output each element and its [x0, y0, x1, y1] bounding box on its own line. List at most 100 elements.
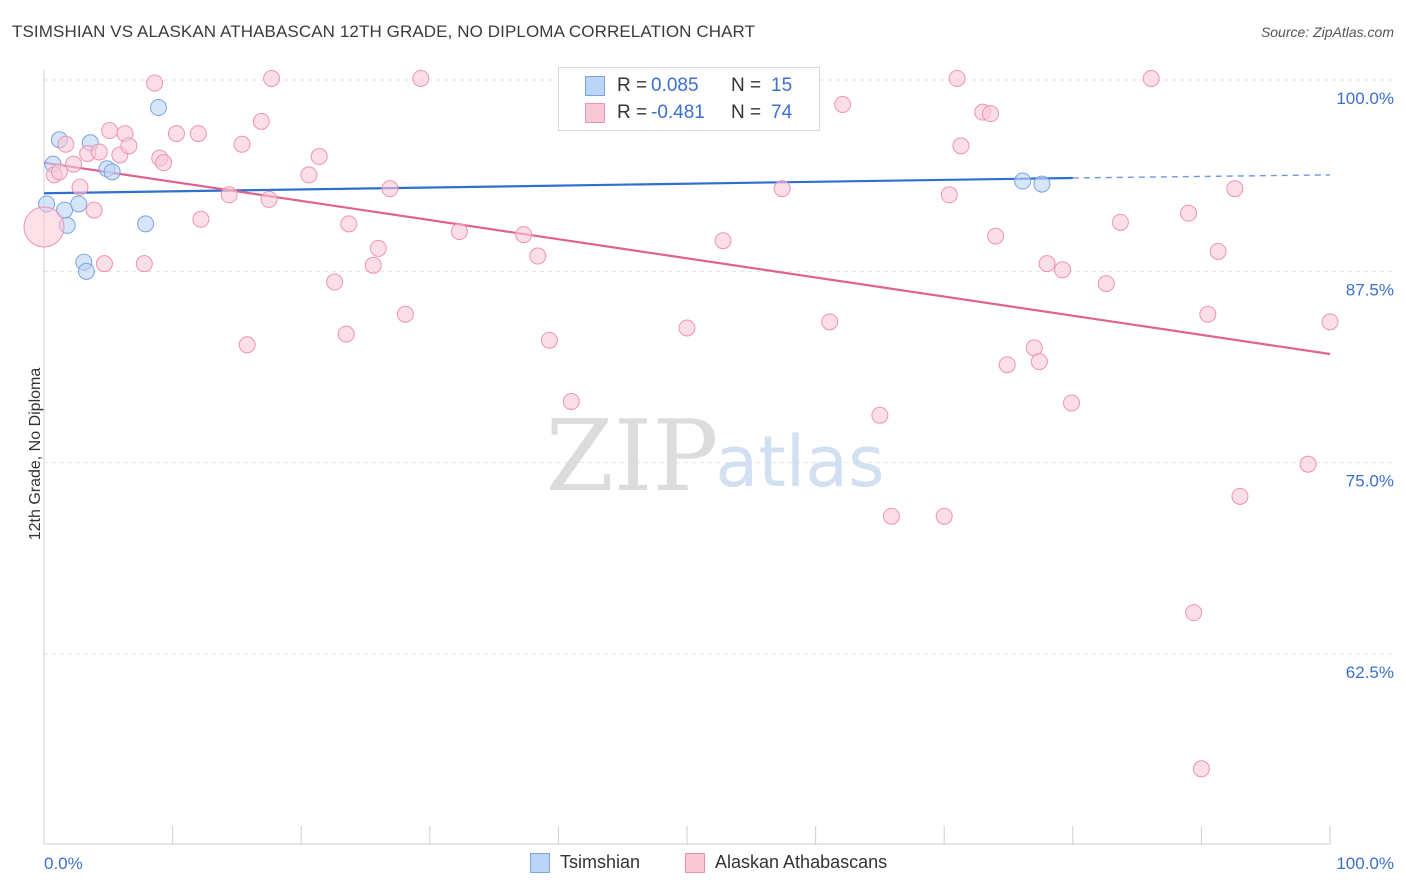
- watermark-zip: ZIP: [546, 400, 719, 514]
- trend-lines: [43, 161, 1331, 356]
- athabascan-point: [1054, 261, 1072, 279]
- athabascan-point: [450, 223, 468, 241]
- athabascan-point: [821, 313, 839, 331]
- tsimshian-point: [103, 163, 121, 181]
- legend-r-label: R =: [617, 102, 648, 123]
- tsimshian-point: [1033, 175, 1051, 193]
- athabascan-point: [882, 507, 900, 525]
- athabascan-point: [155, 154, 173, 172]
- athabascan-point: [773, 180, 791, 198]
- series-alaskan-athabascans: [23, 69, 1339, 778]
- athabascan-point: [678, 319, 696, 337]
- athabascan-point: [135, 255, 153, 273]
- athabascan-point: [714, 232, 732, 250]
- tick-labels: 100.0% 87.5% 75.0% 62.5% 0.0% 100.0%: [44, 89, 1394, 873]
- athabascan-point: [364, 256, 382, 274]
- tsimshian-point: [1014, 172, 1032, 190]
- athabascan-point: [871, 406, 889, 424]
- athabascan-point: [120, 137, 138, 155]
- y-tick-label: 100.0%: [1336, 89, 1394, 108]
- gridlines: [44, 79, 1394, 655]
- tsimshian-point: [77, 262, 95, 280]
- trend-line-alaskan-athabascans: [43, 161, 1331, 356]
- bottom-legend-label-alaskan-athabascans: Alaskan Athabascans: [715, 852, 888, 872]
- athabascan-point: [1226, 180, 1244, 198]
- tsimshian-point: [70, 195, 88, 213]
- athabascan-point: [1142, 69, 1160, 87]
- athabascan-point: [233, 135, 251, 153]
- points-layer: [23, 69, 1339, 778]
- athabascan-point: [167, 125, 185, 143]
- y-axis-label: 12th Grade, No Diploma: [27, 367, 44, 541]
- legend-r-value: -0.481: [651, 102, 705, 123]
- athabascan-point: [1199, 305, 1217, 323]
- legend-swatch-alaskan-athabascans: [585, 103, 605, 123]
- athabascan-point: [935, 507, 953, 525]
- legend-swatch-tsimshian: [585, 76, 605, 96]
- athabascan-point: [834, 95, 852, 113]
- athabascan-point: [50, 163, 68, 181]
- source-label: Source: ZipAtlas.com: [1260, 24, 1394, 40]
- athabascan-point: [1063, 394, 1081, 412]
- athabascan-point: [146, 74, 164, 92]
- athabascan-point: [90, 143, 108, 161]
- x-tick-label: 100.0%: [1336, 854, 1394, 873]
- athabascan-point: [326, 273, 344, 291]
- athabascan-point: [101, 122, 119, 140]
- athabascan-point: [987, 227, 1005, 245]
- athabascan-point: [263, 69, 281, 87]
- athabascan-point: [192, 210, 210, 228]
- athabascan-point: [1180, 204, 1198, 222]
- legend-row-alaskan-athabascans: R = -0.481 N = 74: [585, 100, 792, 126]
- athabascan-point: [1097, 275, 1115, 293]
- athabascan-point: [1299, 455, 1317, 473]
- bottom-legend-alaskan-athabascans: Alaskan Athabascans: [685, 852, 887, 873]
- athabascan-point: [952, 137, 970, 155]
- chart-title: TSIMSHIAN VS ALASKAN ATHABASCAN 12TH GRA…: [12, 22, 756, 41]
- legend-r-value: 0.085: [651, 75, 699, 96]
- y-tick-label: 62.5%: [1346, 663, 1394, 682]
- athabascan-point: [369, 239, 387, 257]
- athabascan-point: [310, 148, 328, 166]
- watermark-atlas: atlas: [715, 421, 884, 503]
- athabascan-point: [515, 226, 533, 244]
- tsimshian-point: [149, 99, 167, 117]
- tsimshian-point: [137, 215, 155, 233]
- athabascan-point: [1185, 604, 1203, 622]
- legend-row-tsimshian: R = 0.085 N = 15: [585, 73, 792, 99]
- athabascan-point: [412, 69, 430, 87]
- legend-n-value: 15: [771, 75, 793, 96]
- stats-legend: R = 0.085 N = 15 R = -0.481 N = 74: [558, 67, 820, 131]
- x-tick-label: 0.0%: [44, 854, 83, 873]
- athabascan-point: [1111, 213, 1129, 231]
- athabascan-point: [396, 305, 414, 323]
- bottom-legend-swatch-tsimshian: [530, 852, 550, 873]
- trend-line-tsimshian-extension: [1072, 174, 1331, 179]
- athabascan-point: [1038, 255, 1056, 273]
- athabascan-point: [300, 166, 318, 184]
- athabascan-point: [189, 125, 207, 143]
- athabascan-point: [540, 331, 558, 349]
- legend-n-label: N =: [731, 75, 762, 96]
- y-tick-label: 75.0%: [1346, 472, 1394, 491]
- athabascan-point: [340, 215, 358, 233]
- athabascan-point: [65, 155, 83, 173]
- athabascan-point: [238, 336, 256, 354]
- athabascan-point: [998, 356, 1016, 374]
- trend-line-tsimshian: [43, 176, 1073, 195]
- athabascan-point: [381, 180, 399, 198]
- athabascan-point: [260, 190, 278, 208]
- athabascan-point: [57, 135, 75, 153]
- athabascan-point: [1209, 242, 1227, 260]
- athabascan-point: [529, 247, 547, 265]
- athabascan-point: [95, 255, 113, 273]
- bottom-legend-tsimshian: Tsimshian: [530, 852, 640, 873]
- legend-n-value: 74: [771, 102, 793, 123]
- y-tick-label: 87.5%: [1346, 280, 1394, 299]
- legend-r-label: R =: [617, 75, 648, 96]
- bottom-legend-swatch-alaskan-athabascans: [685, 852, 705, 873]
- athabascan-point: [940, 186, 958, 204]
- athabascan-point: [220, 186, 238, 204]
- athabascan-point: [337, 325, 355, 343]
